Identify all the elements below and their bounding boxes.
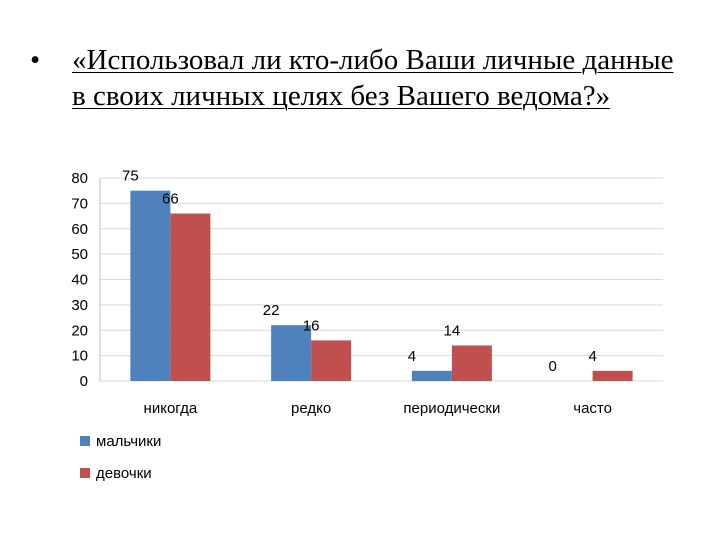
y-tick-label: 80 [71,170,88,187]
data-label: 14 [444,322,461,339]
legend-item-boys: мальчики [80,432,161,450]
bullet-point: • [30,44,41,76]
legend-item-girls: девочки [80,464,161,482]
y-tick-label: 50 [71,246,88,263]
data-label: 22 [263,302,280,319]
y-tick-label: 70 [71,195,88,212]
y-tick-label: 30 [71,297,88,314]
bar-boys [411,370,452,381]
legend-label-girls: девочки [96,464,152,482]
data-label: 4 [408,348,416,365]
slide-title: • «Использовал ли кто-либо Ваши личные д… [30,42,690,114]
data-label: 0 [548,358,556,375]
legend-swatch-boys [80,436,90,446]
y-tick-label: 60 [71,221,88,238]
title-text: «Использовал ли кто-либо Ваши личные дан… [72,44,674,112]
bar-boys [271,325,312,381]
y-tick-label: 40 [71,272,88,289]
data-label: 4 [588,348,596,365]
bar-boys [130,190,171,381]
data-label: 75 [122,168,139,185]
y-tick-label: 20 [71,322,88,339]
y-tick-label: 0 [80,373,88,390]
bar-girls [451,345,492,381]
bar-girls [311,340,352,381]
x-category-label: часто [573,400,612,417]
y-tick-label: 10 [71,348,88,365]
data-label: 16 [303,317,320,334]
legend-swatch-girls [80,468,90,478]
legend: мальчики девочки [80,432,161,496]
x-category-label: редко [291,400,331,417]
data-label: 66 [162,191,179,208]
legend-label-boys: мальчики [96,432,162,450]
x-category-label: периодически [403,400,500,417]
x-category-label: никогда [144,400,198,417]
bar-girls [170,213,211,381]
bar-girls [592,370,633,381]
